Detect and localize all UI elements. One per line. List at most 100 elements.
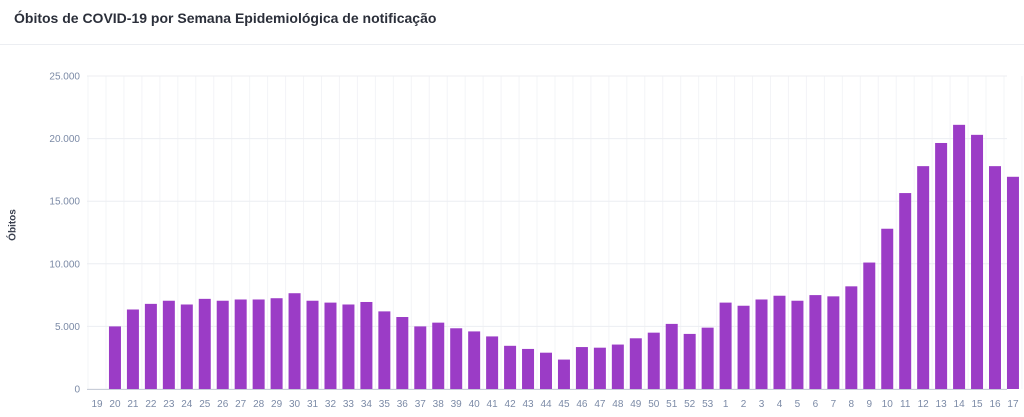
bar-week-40[interactable]: [468, 331, 481, 389]
x-tick-label: 52: [684, 399, 696, 410]
x-tick-label: 25: [199, 399, 211, 410]
bar-week-3[interactable]: [755, 299, 768, 389]
x-tick-label: 33: [343, 399, 355, 410]
x-tick-label: 21: [127, 399, 139, 410]
bar-week-35[interactable]: [378, 311, 391, 389]
x-tick-label: 37: [415, 399, 427, 410]
x-tick-label: 45: [558, 399, 570, 410]
x-tick-label: 36: [397, 399, 409, 410]
bar-week-11[interactable]: [899, 193, 912, 389]
x-tick-label: 47: [594, 399, 606, 410]
x-tick-label: 17: [1007, 399, 1019, 410]
x-tick-label: 4: [777, 399, 783, 410]
bar-week-43[interactable]: [522, 348, 535, 389]
bar-week-51[interactable]: [665, 323, 678, 389]
bar-week-33[interactable]: [342, 304, 355, 389]
bar-week-10[interactable]: [881, 228, 894, 389]
bar-week-50[interactable]: [647, 332, 660, 389]
x-tick-label: 28: [253, 399, 265, 410]
x-tick-label: 6: [813, 399, 819, 410]
bar-week-27[interactable]: [234, 299, 247, 389]
bar-week-34[interactable]: [360, 301, 373, 389]
x-tick-label: 13: [936, 399, 948, 410]
bar-week-53[interactable]: [701, 327, 714, 389]
bar-week-28[interactable]: [252, 299, 265, 389]
x-tick-label: 2: [741, 399, 747, 410]
x-tick-label: 24: [181, 399, 193, 410]
bar-week-45[interactable]: [557, 359, 570, 389]
x-tick-label: 50: [648, 399, 660, 410]
x-tick-label: 23: [163, 399, 175, 410]
bar-week-36[interactable]: [396, 317, 409, 389]
x-tick-label: 48: [612, 399, 624, 410]
x-tick-label: 11: [900, 399, 911, 410]
x-tick-label: 39: [451, 399, 463, 410]
chart-title: Óbitos de COVID-19 por Semana Epidemioló…: [14, 10, 437, 26]
bar-week-24[interactable]: [180, 304, 193, 389]
bar-week-42[interactable]: [504, 345, 517, 389]
bar-week-8[interactable]: [845, 286, 858, 389]
x-tick-label: 41: [487, 399, 499, 410]
x-tick-label: 26: [217, 399, 229, 410]
x-tick-label: 1: [723, 399, 729, 410]
bar-week-13[interactable]: [935, 142, 948, 389]
x-tick-label: 43: [522, 399, 534, 410]
bar-week-48[interactable]: [611, 344, 624, 389]
bar-week-41[interactable]: [486, 336, 499, 389]
x-tick-label: 22: [145, 399, 157, 410]
bar-week-25[interactable]: [198, 298, 211, 389]
bar-week-6[interactable]: [809, 295, 822, 389]
bar-week-21[interactable]: [126, 309, 139, 389]
x-tick-label: 14: [954, 399, 966, 410]
y-tick-label: 5.000: [55, 322, 80, 333]
bar-week-37[interactable]: [414, 326, 427, 389]
x-tick-label: 38: [433, 399, 445, 410]
bar-week-52[interactable]: [683, 333, 696, 389]
x-tick-label: 53: [702, 399, 714, 410]
x-tick-label: 32: [325, 399, 337, 410]
x-tick-label: 44: [540, 399, 552, 410]
x-tick-label: 7: [831, 399, 837, 410]
bar-week-44[interactable]: [540, 352, 552, 389]
bar-week-20[interactable]: [108, 326, 121, 389]
x-tick-label: 49: [630, 399, 642, 410]
bar-week-38[interactable]: [432, 322, 445, 389]
x-tick-label: 3: [759, 399, 765, 410]
bar-week-5[interactable]: [791, 300, 804, 389]
bar-week-15[interactable]: [971, 134, 984, 389]
x-tick-label: 19: [91, 399, 103, 410]
bar-week-1[interactable]: [719, 302, 732, 389]
bar-week-7[interactable]: [827, 296, 840, 389]
y-tick-label: 0: [74, 385, 80, 396]
bar-week-17[interactable]: [1006, 176, 1019, 389]
x-tick-label: 8: [849, 399, 855, 410]
bar-week-39[interactable]: [450, 328, 463, 389]
bar-week-31[interactable]: [306, 300, 319, 389]
bar-week-26[interactable]: [216, 300, 229, 389]
x-tick-label: 20: [109, 399, 121, 410]
bar-week-23[interactable]: [162, 300, 175, 389]
x-tick-label: 34: [361, 399, 373, 410]
bar-week-2[interactable]: [737, 305, 750, 389]
bar-week-9[interactable]: [863, 262, 876, 389]
bar-week-32[interactable]: [324, 302, 337, 389]
x-tick-label: 42: [505, 399, 517, 410]
x-tick-label: 30: [289, 399, 301, 410]
y-tick-label: 20.000: [49, 134, 80, 145]
x-tick-label: 16: [989, 399, 1001, 410]
x-tick-label: 9: [866, 399, 872, 410]
x-tick-label: 12: [918, 399, 930, 410]
bar-week-49[interactable]: [629, 338, 642, 389]
bar-week-46[interactable]: [575, 347, 588, 389]
bar-week-16[interactable]: [989, 166, 1001, 389]
bar-week-47[interactable]: [593, 347, 606, 389]
bar-week-30[interactable]: [288, 293, 301, 389]
bar-week-4[interactable]: [773, 295, 786, 389]
bar-week-12[interactable]: [917, 166, 930, 389]
bar-week-14[interactable]: [953, 124, 966, 389]
title-divider: [0, 44, 1024, 45]
bar-week-29[interactable]: [270, 298, 283, 389]
bar-week-22[interactable]: [144, 303, 157, 389]
